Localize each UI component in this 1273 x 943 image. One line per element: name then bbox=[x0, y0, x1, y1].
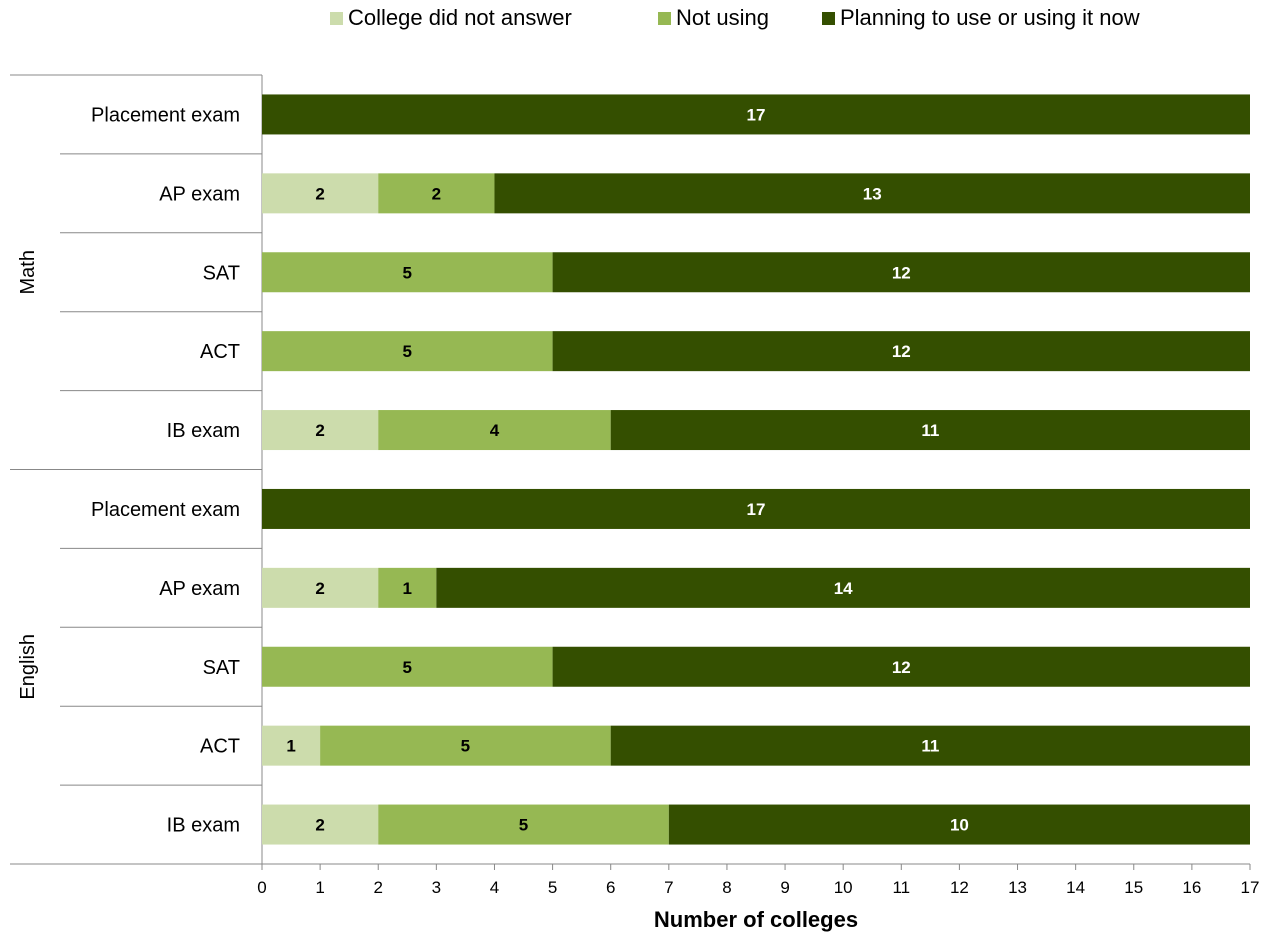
x-tick-label-14: 14 bbox=[1066, 878, 1085, 897]
x-tick-label-10: 10 bbox=[834, 878, 853, 897]
data-label-9-1: 5 bbox=[519, 816, 528, 835]
bar-9-1 bbox=[378, 804, 669, 845]
x-tick-label-9: 9 bbox=[780, 878, 789, 897]
x-tick-label-17: 17 bbox=[1241, 878, 1260, 897]
legend-swatch-1 bbox=[658, 12, 671, 25]
x-tick-label-12: 12 bbox=[950, 878, 969, 897]
legend: College did not answer Not using Planning … bbox=[330, 5, 1140, 30]
data-label-9-2: 10 bbox=[950, 816, 969, 835]
x-tick-label-11: 11 bbox=[892, 878, 910, 897]
data-label-6-1: 1 bbox=[403, 579, 412, 598]
bar-4-1 bbox=[378, 410, 611, 451]
data-label-6-2: 14 bbox=[834, 579, 853, 598]
x-tick-label-13: 13 bbox=[1008, 878, 1027, 897]
legend-label-0: College did not answer bbox=[348, 5, 572, 30]
legend-label-2: Planning to use or using it now bbox=[840, 5, 1140, 30]
bar-7-1 bbox=[262, 646, 553, 687]
bar-1-1 bbox=[378, 173, 495, 214]
bar-2-2 bbox=[552, 252, 1250, 293]
data-label-7-2: 12 bbox=[892, 658, 911, 677]
data-label-3-1: 5 bbox=[403, 342, 412, 361]
legend-swatch-0 bbox=[330, 12, 343, 25]
data-label-2-1: 5 bbox=[403, 263, 412, 282]
data-label-4-0: 2 bbox=[315, 421, 324, 440]
x-tick-label-15: 15 bbox=[1124, 878, 1143, 897]
bar-4-0 bbox=[262, 410, 379, 451]
bar-2-1 bbox=[262, 252, 553, 293]
x-axis-title: Number of colleges bbox=[654, 907, 858, 932]
data-label-2-2: 12 bbox=[892, 263, 911, 282]
bar-7-2 bbox=[552, 646, 1250, 687]
bar-4-2 bbox=[610, 410, 1250, 451]
group-label-0: Math bbox=[17, 250, 39, 294]
category-label-6: AP exam bbox=[159, 578, 240, 600]
category-label-8: ACT bbox=[200, 736, 240, 758]
bar-6-1 bbox=[378, 567, 437, 608]
data-label-0-2: 17 bbox=[747, 105, 766, 124]
data-label-3-2: 12 bbox=[892, 342, 911, 361]
x-tick-label-2: 2 bbox=[374, 878, 383, 897]
bar-1-0 bbox=[262, 173, 379, 214]
data-label-8-0: 1 bbox=[286, 737, 295, 756]
x-tick-label-6: 6 bbox=[606, 878, 615, 897]
category-label-4: IB exam bbox=[167, 420, 240, 442]
data-label-8-1: 5 bbox=[461, 737, 470, 756]
bar-9-0 bbox=[262, 804, 379, 845]
legend-swatch-2 bbox=[822, 12, 835, 25]
bar-5-2 bbox=[262, 488, 1250, 529]
x-tick-label-8: 8 bbox=[722, 878, 731, 897]
category-label-7: SAT bbox=[203, 657, 240, 679]
category-label-3: ACT bbox=[200, 341, 240, 363]
x-tick-label-0: 0 bbox=[257, 878, 266, 897]
x-tick-label-5: 5 bbox=[548, 878, 557, 897]
category-label-1: AP exam bbox=[159, 183, 240, 205]
data-label-7-1: 5 bbox=[403, 658, 412, 677]
category-label-5: Placement exam bbox=[91, 499, 240, 521]
bars bbox=[262, 94, 1251, 845]
category-label-2: SAT bbox=[203, 262, 240, 284]
data-label-5-2: 17 bbox=[747, 500, 766, 519]
x-tick-label-16: 16 bbox=[1182, 878, 1201, 897]
data-label-4-2: 11 bbox=[921, 421, 939, 440]
bar-6-2 bbox=[436, 567, 1251, 608]
bar-8-0 bbox=[262, 725, 321, 766]
bar-6-0 bbox=[262, 567, 379, 608]
data-label-1-1: 2 bbox=[432, 184, 441, 203]
data-label-1-0: 2 bbox=[315, 184, 324, 203]
x-tick-label-4: 4 bbox=[490, 878, 499, 897]
bar-1-2 bbox=[494, 173, 1250, 214]
bar-9-2 bbox=[668, 804, 1250, 845]
category-label-9: IB exam bbox=[167, 815, 240, 837]
x-tick-label-1: 1 bbox=[315, 878, 324, 897]
data-label-8-2: 11 bbox=[921, 737, 939, 756]
group-label-1: English bbox=[17, 634, 39, 700]
legend-label-1: Not using bbox=[676, 5, 769, 30]
bar-3-1 bbox=[262, 331, 553, 372]
bar-8-2 bbox=[610, 725, 1250, 766]
bar-0-2 bbox=[262, 94, 1250, 135]
x-tick-label-3: 3 bbox=[432, 878, 441, 897]
data-label-6-0: 2 bbox=[315, 579, 324, 598]
data-label-9-0: 2 bbox=[315, 816, 324, 835]
bar-3-2 bbox=[552, 331, 1250, 372]
bar-8-1 bbox=[320, 725, 611, 766]
x-tick-label-7: 7 bbox=[664, 878, 673, 897]
data-label-1-2: 13 bbox=[863, 184, 882, 203]
data-label-4-1: 4 bbox=[490, 421, 500, 440]
category-label-0: Placement exam bbox=[91, 104, 240, 126]
